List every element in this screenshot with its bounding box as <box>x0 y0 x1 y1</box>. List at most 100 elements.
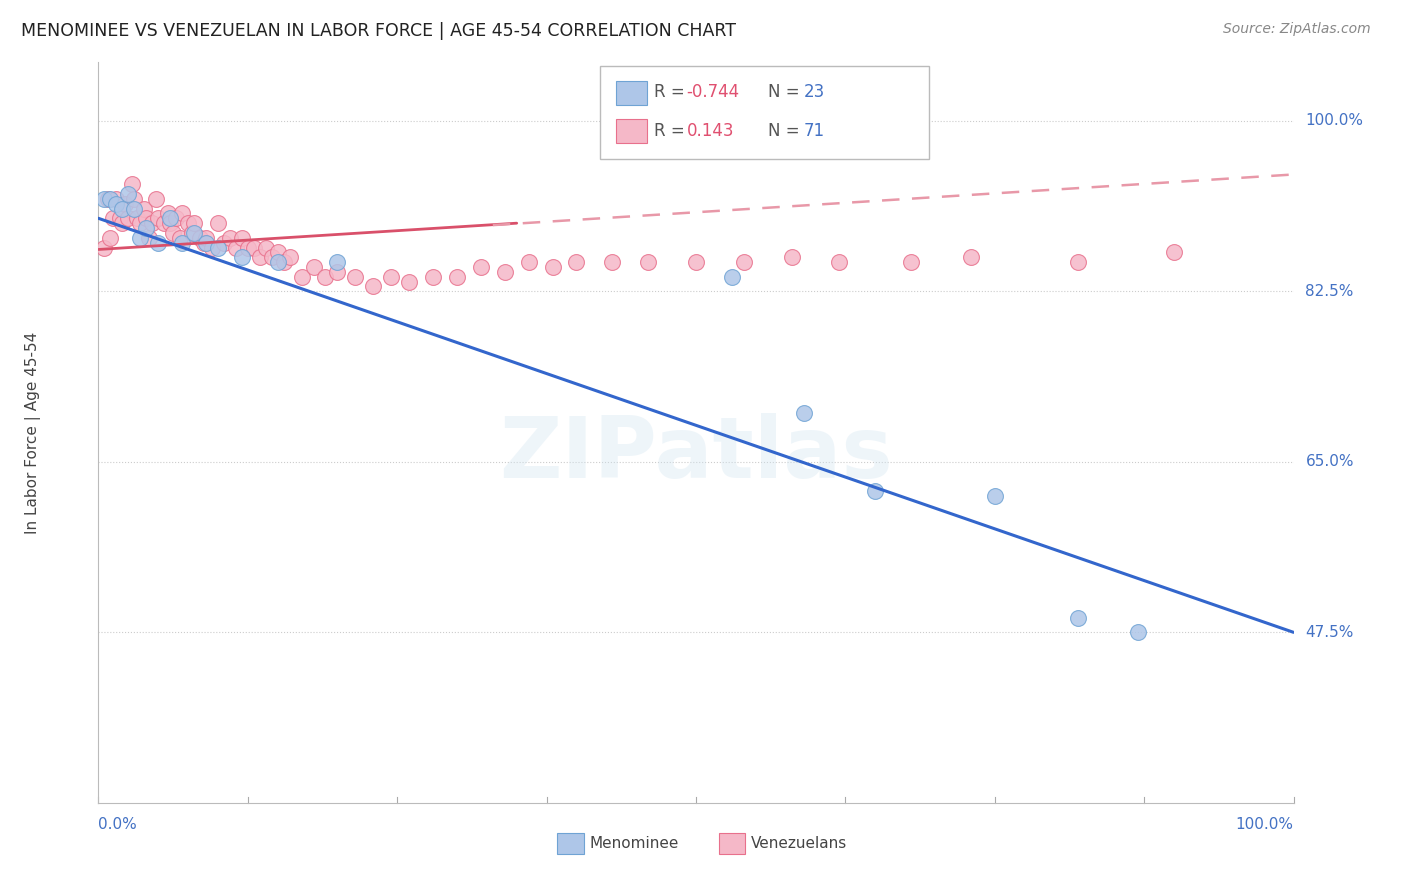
FancyBboxPatch shape <box>557 833 583 854</box>
Point <box>254 240 277 255</box>
Point <box>984 489 1007 503</box>
Point <box>207 240 229 255</box>
Text: N =: N = <box>768 83 804 101</box>
Text: Source: ZipAtlas.com: Source: ZipAtlas.com <box>1223 22 1371 37</box>
Point <box>344 269 367 284</box>
Point <box>517 255 540 269</box>
Point <box>960 250 983 264</box>
Point <box>243 240 266 255</box>
Point <box>225 240 247 255</box>
Point <box>138 231 160 245</box>
Point <box>124 202 146 216</box>
Point <box>129 231 152 245</box>
Point <box>326 255 349 269</box>
Point <box>183 226 205 240</box>
Point <box>101 211 124 226</box>
Point <box>326 265 349 279</box>
Point <box>291 269 314 284</box>
Point <box>201 240 224 255</box>
Point <box>219 231 242 245</box>
FancyBboxPatch shape <box>616 120 647 143</box>
Point <box>177 216 200 230</box>
Point <box>685 255 707 269</box>
Point <box>602 255 624 269</box>
Point <box>132 202 155 216</box>
Point <box>135 221 157 235</box>
Point <box>380 269 402 284</box>
Text: N =: N = <box>768 121 804 139</box>
Point <box>195 231 218 245</box>
Point <box>165 211 187 226</box>
Point <box>541 260 564 274</box>
Point <box>260 250 283 264</box>
Point <box>494 265 516 279</box>
Point <box>278 250 301 264</box>
Point <box>111 202 134 216</box>
Point <box>117 186 139 201</box>
Text: 47.5%: 47.5% <box>1306 624 1354 640</box>
Point <box>231 231 253 245</box>
Point <box>180 226 202 240</box>
FancyBboxPatch shape <box>616 81 647 104</box>
Point <box>93 240 115 255</box>
Point <box>780 250 803 264</box>
Point <box>1067 255 1090 269</box>
Point <box>231 250 253 264</box>
Point <box>315 269 337 284</box>
Point <box>117 211 139 226</box>
Text: R =: R = <box>654 121 690 139</box>
Point <box>212 235 235 250</box>
Point <box>148 211 170 226</box>
Point <box>236 240 259 255</box>
Point <box>733 255 755 269</box>
Point <box>446 269 468 284</box>
Point <box>141 216 163 230</box>
Point <box>93 192 115 206</box>
Point <box>398 275 420 289</box>
Point <box>1128 625 1150 640</box>
Point <box>98 192 122 206</box>
Text: 0.143: 0.143 <box>686 121 734 139</box>
FancyBboxPatch shape <box>600 66 929 159</box>
Text: 65.0%: 65.0% <box>1306 454 1354 469</box>
Point <box>363 279 385 293</box>
Point <box>828 255 851 269</box>
Point <box>159 211 181 226</box>
Text: MENOMINEE VS VENEZUELAN IN LABOR FORCE | AGE 45-54 CORRELATION CHART: MENOMINEE VS VENEZUELAN IN LABOR FORCE |… <box>21 22 737 40</box>
Text: 82.5%: 82.5% <box>1306 284 1354 299</box>
Point <box>114 196 136 211</box>
Text: ZIPatlas: ZIPatlas <box>499 413 893 496</box>
Point <box>145 192 167 206</box>
Point <box>124 192 146 206</box>
Text: 100.0%: 100.0% <box>1306 113 1364 128</box>
Point <box>129 216 152 230</box>
Point <box>249 250 271 264</box>
Text: 71: 71 <box>804 121 825 139</box>
Point <box>302 260 325 274</box>
Point <box>900 255 922 269</box>
Point <box>183 216 205 230</box>
Point <box>193 235 215 250</box>
Point <box>108 211 131 226</box>
Point <box>98 231 122 245</box>
Point <box>1163 245 1185 260</box>
Text: 100.0%: 100.0% <box>1236 817 1294 832</box>
Text: R =: R = <box>654 83 690 101</box>
Point <box>565 255 588 269</box>
Point <box>148 235 170 250</box>
Point <box>865 484 887 499</box>
Point <box>793 406 815 420</box>
FancyBboxPatch shape <box>718 833 745 854</box>
Point <box>207 216 229 230</box>
Text: Menominee: Menominee <box>589 836 679 851</box>
Point <box>172 235 194 250</box>
Text: Venezuelans: Venezuelans <box>751 836 848 851</box>
Point <box>121 178 143 192</box>
Point <box>1067 610 1090 624</box>
Point <box>721 269 744 284</box>
Point <box>273 255 295 269</box>
Point <box>105 196 128 211</box>
Point <box>111 216 134 230</box>
Point <box>97 192 120 206</box>
Text: -0.744: -0.744 <box>686 83 740 101</box>
